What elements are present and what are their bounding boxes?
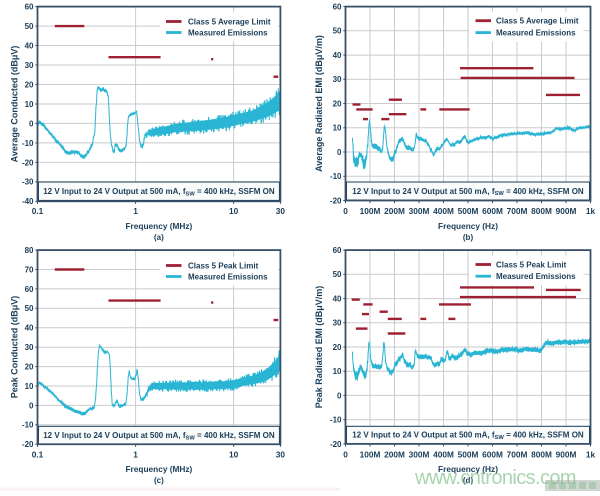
svg-text:(c): (c) bbox=[154, 476, 164, 485]
svg-text:0: 0 bbox=[29, 119, 34, 128]
svg-text:500M: 500M bbox=[458, 206, 479, 216]
svg-text:900M: 900M bbox=[556, 206, 577, 216]
svg-text:Frequency (MHz): Frequency (MHz) bbox=[125, 221, 192, 231]
svg-text:-40: -40 bbox=[22, 197, 34, 206]
svg-text:1: 1 bbox=[133, 450, 138, 460]
svg-text:Average Conducted (dBμV): Average Conducted (dBμV) bbox=[10, 46, 20, 163]
svg-text:10: 10 bbox=[229, 450, 239, 460]
svg-text:-20: -20 bbox=[330, 196, 342, 205]
svg-text:70: 70 bbox=[25, 265, 34, 274]
svg-text:www.cntronics.com: www.cntronics.com bbox=[414, 467, 576, 489]
svg-text:60: 60 bbox=[25, 3, 34, 12]
svg-text:-10: -10 bbox=[22, 139, 34, 148]
svg-text:10: 10 bbox=[25, 382, 34, 391]
svg-text:600M: 600M bbox=[482, 206, 503, 216]
svg-text:300M: 300M bbox=[409, 450, 430, 460]
svg-text:20: 20 bbox=[25, 363, 34, 372]
svg-text:Measured Emissions: Measured Emissions bbox=[188, 272, 268, 281]
svg-text:Frequency (Hz): Frequency (Hz) bbox=[438, 221, 498, 231]
svg-text:Measured Emissions: Measured Emissions bbox=[496, 272, 576, 281]
svg-text:12 V Input to 24 V Output at 5: 12 V Input to 24 V Output at 500 mA, fSW… bbox=[43, 431, 275, 441]
svg-text:10: 10 bbox=[229, 206, 239, 216]
svg-text:Peak Radiated EMI (dBμV/m): Peak Radiated EMI (dBμV/m) bbox=[314, 286, 324, 409]
svg-text:0: 0 bbox=[343, 450, 348, 460]
svg-text:0: 0 bbox=[337, 148, 342, 157]
svg-text:(a): (a) bbox=[154, 233, 164, 242]
svg-text:600M: 600M bbox=[482, 450, 503, 460]
svg-text:-30: -30 bbox=[22, 178, 34, 187]
svg-text:Average Radiated EMI (dBμV/m): Average Radiated EMI (dBμV/m) bbox=[314, 35, 324, 172]
svg-text:0: 0 bbox=[337, 391, 342, 400]
svg-text:900M: 900M bbox=[556, 450, 577, 460]
svg-text:10: 10 bbox=[25, 100, 34, 109]
svg-text:700M: 700M bbox=[507, 450, 528, 460]
svg-text:(d): (d) bbox=[463, 476, 474, 485]
svg-text:20: 20 bbox=[333, 343, 342, 352]
svg-text:-20: -20 bbox=[22, 158, 34, 167]
svg-text:12 V Input to 24 V Output at 5: 12 V Input to 24 V Output at 500 mA, fSW… bbox=[352, 187, 584, 197]
svg-text:50: 50 bbox=[25, 304, 34, 313]
svg-text:Class 5 Average Limit: Class 5 Average Limit bbox=[188, 17, 271, 26]
svg-text:400M: 400M bbox=[433, 206, 454, 216]
svg-text:Peak Conducted (dBμV): Peak Conducted (dBμV) bbox=[10, 296, 20, 399]
svg-text:Frequency (MHz): Frequency (MHz) bbox=[125, 464, 192, 474]
svg-text:50: 50 bbox=[25, 22, 34, 31]
svg-text:-10: -10 bbox=[330, 416, 342, 425]
svg-text:(b): (b) bbox=[463, 233, 474, 242]
svg-text:30: 30 bbox=[276, 450, 286, 460]
svg-text:200M: 200M bbox=[384, 206, 405, 216]
svg-text:100M: 100M bbox=[360, 450, 381, 460]
svg-text:0: 0 bbox=[343, 206, 348, 216]
svg-text:30: 30 bbox=[333, 75, 342, 84]
svg-text:0.1: 0.1 bbox=[32, 206, 44, 216]
svg-text:60: 60 bbox=[333, 3, 342, 12]
svg-text:Frequency (Hz): Frequency (Hz) bbox=[438, 464, 498, 474]
svg-text:Class 5 Average Limit: Class 5 Average Limit bbox=[496, 17, 579, 26]
svg-text:1: 1 bbox=[133, 206, 138, 216]
svg-text:30: 30 bbox=[25, 61, 34, 70]
svg-text:12 V Input to 24 V Output at 5: 12 V Input to 24 V Output at 500 mA, fSW… bbox=[352, 431, 584, 441]
svg-text:1k: 1k bbox=[586, 206, 596, 216]
svg-text:12 V Input to 24 V Output at 5: 12 V Input to 24 V Output at 500 mA, fSW… bbox=[43, 187, 275, 197]
svg-text:800M: 800M bbox=[531, 450, 552, 460]
svg-text:300M: 300M bbox=[409, 206, 430, 216]
svg-text:-20: -20 bbox=[330, 440, 342, 449]
svg-text:50: 50 bbox=[333, 270, 342, 279]
svg-text:0.1: 0.1 bbox=[32, 450, 44, 460]
svg-text:30: 30 bbox=[276, 206, 286, 216]
svg-text:60: 60 bbox=[333, 246, 342, 255]
svg-text:500M: 500M bbox=[458, 450, 479, 460]
svg-text:0: 0 bbox=[29, 401, 34, 410]
svg-text:Measured Emissions: Measured Emissions bbox=[496, 28, 576, 37]
svg-text:30: 30 bbox=[25, 343, 34, 352]
svg-text:30: 30 bbox=[333, 319, 342, 328]
svg-text:40: 40 bbox=[25, 41, 34, 50]
svg-text:40: 40 bbox=[333, 51, 342, 60]
svg-text:1k: 1k bbox=[586, 450, 596, 460]
svg-text:20: 20 bbox=[25, 80, 34, 89]
svg-text:-10: -10 bbox=[330, 172, 342, 181]
svg-text:700M: 700M bbox=[507, 206, 528, 216]
svg-text:20: 20 bbox=[333, 100, 342, 109]
svg-text:400M: 400M bbox=[433, 450, 454, 460]
svg-text:10: 10 bbox=[333, 367, 342, 376]
svg-text:200M: 200M bbox=[384, 450, 405, 460]
svg-text:Measured Emissions: Measured Emissions bbox=[188, 28, 268, 37]
svg-text:80: 80 bbox=[25, 246, 34, 255]
svg-text:10: 10 bbox=[333, 124, 342, 133]
svg-text:-20: -20 bbox=[22, 440, 34, 449]
svg-text:40: 40 bbox=[25, 324, 34, 333]
svg-text:100M: 100M bbox=[360, 206, 381, 216]
svg-text:40: 40 bbox=[333, 294, 342, 303]
svg-text:800M: 800M bbox=[531, 206, 552, 216]
svg-text:-10: -10 bbox=[22, 421, 34, 430]
svg-text:50: 50 bbox=[333, 27, 342, 36]
svg-text:60: 60 bbox=[25, 285, 34, 294]
svg-text:Class 5 Peak Limit: Class 5 Peak Limit bbox=[188, 261, 259, 270]
svg-text:Class 5 Peak Limit: Class 5 Peak Limit bbox=[496, 260, 567, 269]
